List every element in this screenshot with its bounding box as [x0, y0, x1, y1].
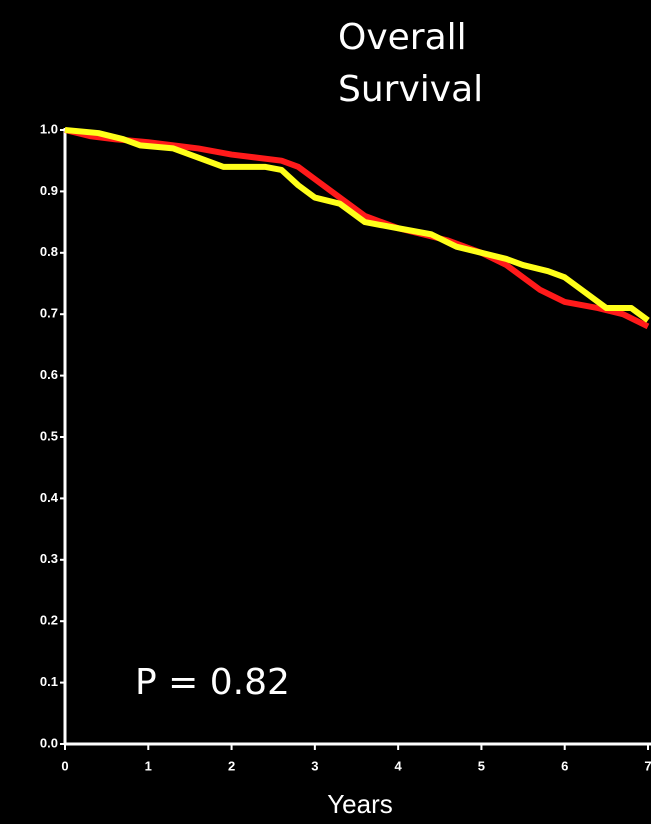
- y-tick-label: 0.4: [40, 490, 59, 505]
- chart-title: Overall Survival: [338, 17, 484, 110]
- x-tick-label: 4: [395, 758, 403, 773]
- y-tick-label: 0.1: [40, 674, 58, 689]
- x-tick-label: 5: [478, 758, 485, 773]
- x-tick-label: 2: [228, 758, 235, 773]
- y-tick-label: 1.0: [40, 121, 58, 136]
- y-tick-label: 0.7: [40, 306, 58, 321]
- y-tick-label: 0.2: [40, 613, 58, 628]
- x-tick-label: 1: [145, 758, 152, 773]
- x-tick-label: 3: [311, 758, 318, 773]
- x-tick-label: 0: [61, 758, 68, 773]
- annotation: P = 0.82: [135, 662, 290, 703]
- y-tick-label: 0.6: [40, 367, 58, 382]
- y-tick-label: 0.0: [40, 735, 58, 750]
- y-tick-label: 0.8: [40, 244, 58, 259]
- y-tick-label: 0.9: [40, 183, 58, 198]
- survival-curve: [64, 127, 650, 323]
- y-tick-label: 0.3: [40, 551, 58, 566]
- survival-curve: [64, 127, 650, 330]
- y-tick-label: 0.5: [40, 428, 58, 443]
- x-tick-label: 7: [644, 758, 651, 773]
- x-tick-label: 6: [561, 758, 568, 773]
- x-axis-label: Years: [327, 789, 393, 819]
